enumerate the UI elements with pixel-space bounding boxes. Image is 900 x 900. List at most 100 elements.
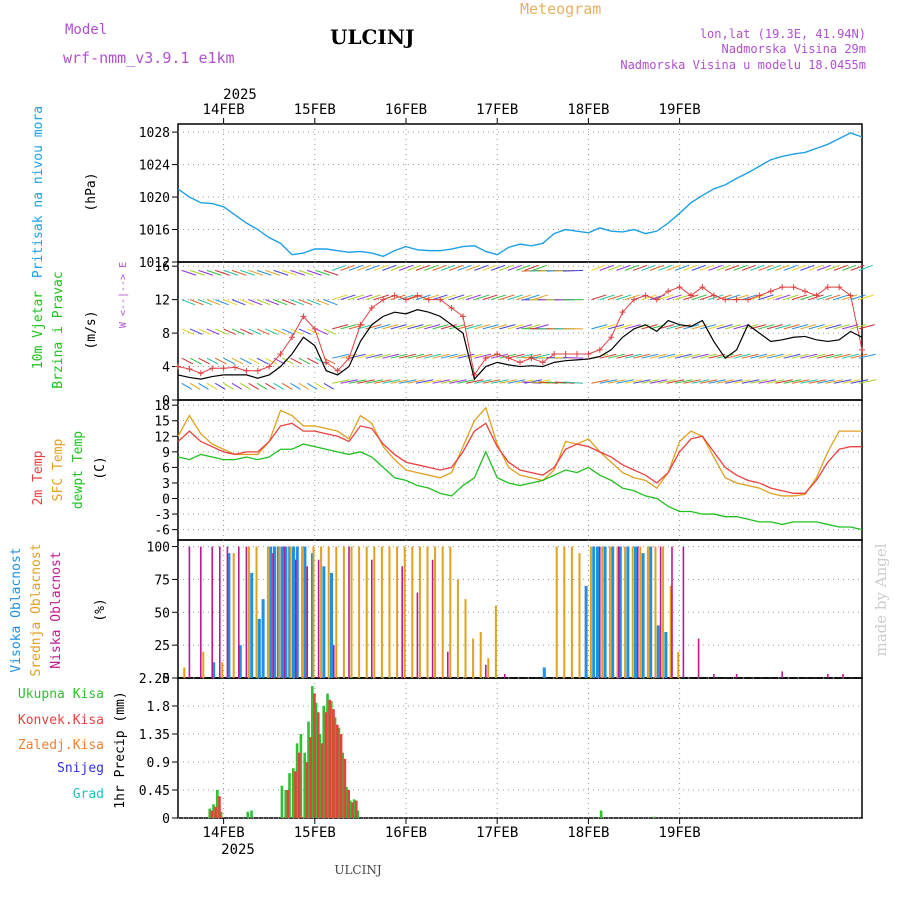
wind-arrow	[365, 379, 384, 384]
cloud-bar	[373, 546, 376, 678]
gust-marker	[482, 355, 489, 362]
cloud-bar	[735, 674, 738, 678]
cloud-bar	[601, 546, 604, 678]
wind-arrow	[516, 324, 533, 330]
wind-arrow	[332, 324, 349, 330]
wind-arrow	[607, 264, 623, 271]
wind-arrow	[624, 353, 642, 359]
wind-arrow	[315, 357, 327, 365]
cloud-title-mid: Srednja Oblacnost	[29, 543, 44, 676]
wind-arrow	[658, 353, 676, 359]
wind-arrow	[674, 294, 691, 301]
wind-arrow	[691, 379, 710, 384]
cloud-bar	[358, 546, 361, 678]
wind-arrow	[181, 269, 197, 276]
x-tick-label-bottom: 17FEB	[476, 825, 518, 841]
gust-marker	[699, 284, 706, 291]
wind-arrow	[432, 379, 451, 384]
wind-arrow	[554, 381, 575, 384]
wind-arrow	[432, 324, 449, 330]
wind-arrow	[591, 379, 609, 384]
wind-arrow	[563, 269, 584, 272]
wind-arrow	[683, 353, 701, 359]
wind-arrow	[457, 379, 476, 384]
wind-arrow	[833, 353, 851, 359]
gust-marker	[391, 292, 398, 299]
cloud-bar	[219, 546, 221, 678]
wind-arrow	[390, 379, 409, 384]
wind-arrow	[215, 328, 228, 335]
wind-arrow	[633, 353, 650, 359]
wind-arrow	[332, 353, 349, 359]
wind-arrow	[449, 379, 467, 384]
wind-arrow	[332, 379, 350, 384]
precip-bar	[305, 762, 309, 818]
gust-marker	[756, 292, 763, 299]
wind-arrow	[474, 324, 491, 330]
wind-arrow	[817, 379, 835, 384]
wind-arrow	[206, 269, 222, 276]
y-tick-label: 1016	[139, 224, 170, 239]
cloud-bar	[472, 638, 475, 678]
wind-arrow	[189, 269, 205, 276]
wind-arrow	[440, 379, 459, 384]
gust-marker	[596, 346, 603, 353]
precip-bar	[343, 758, 347, 818]
wind-arrow	[240, 269, 255, 276]
wind-arrow	[599, 264, 614, 271]
gust-marker	[665, 288, 672, 295]
x-tick-label-bottom: 16FEB	[385, 825, 427, 841]
panel-frame	[177, 261, 863, 401]
cloud-bar	[348, 546, 350, 678]
wind-arrow	[206, 382, 218, 390]
y-tick-label: 0	[162, 493, 170, 508]
wind-arrow	[858, 294, 874, 301]
wind-arrow	[265, 269, 280, 276]
wind-arrow	[223, 269, 239, 276]
y-tick-label: -3	[154, 508, 170, 523]
wind-arrow	[407, 324, 424, 330]
wind-arrow	[641, 379, 660, 384]
wind-arrow	[482, 324, 499, 330]
wind-arrow	[340, 379, 359, 384]
wind-arrow	[332, 264, 347, 271]
wind-arrow	[315, 328, 329, 335]
wind-arrow	[700, 379, 718, 384]
cloud-bar	[227, 553, 231, 678]
wind-arrow	[591, 324, 608, 330]
wind-arrow	[716, 379, 735, 384]
gust-marker	[802, 288, 808, 295]
wind-arrow	[315, 269, 331, 276]
wind-arrow	[407, 353, 425, 359]
wind-arrow	[699, 264, 715, 271]
cloud-bar	[578, 553, 581, 678]
wind-arrow	[624, 264, 639, 271]
wind-arrow	[181, 382, 193, 390]
wind-arrow	[858, 264, 874, 271]
wind-arrow	[223, 299, 238, 306]
gust-marker	[186, 366, 193, 373]
cloud-bar	[200, 546, 202, 678]
cloud-bar	[273, 546, 276, 678]
wind-arrow	[741, 353, 759, 359]
wind-arrow	[399, 294, 415, 301]
wind-arrow	[850, 353, 868, 359]
wind-arrow	[465, 379, 484, 384]
cloud-bar	[238, 546, 240, 678]
cloud-bar	[418, 546, 421, 678]
gust-marker	[631, 296, 637, 303]
cloud-bar	[504, 674, 506, 678]
wind-arrow	[256, 299, 271, 306]
precip-bar	[311, 686, 314, 818]
wind-arrow	[700, 353, 717, 359]
cloud-bar	[641, 553, 645, 678]
precip-bar	[320, 743, 324, 818]
wind-arrow	[800, 324, 817, 330]
wind-arrow	[842, 353, 859, 359]
wind-arrow	[641, 264, 656, 271]
cloud-bar	[330, 572, 333, 678]
wind-arrow	[198, 357, 210, 365]
gust-marker	[209, 365, 216, 372]
wind-arrow	[691, 294, 707, 301]
wind-arrow	[181, 357, 194, 365]
